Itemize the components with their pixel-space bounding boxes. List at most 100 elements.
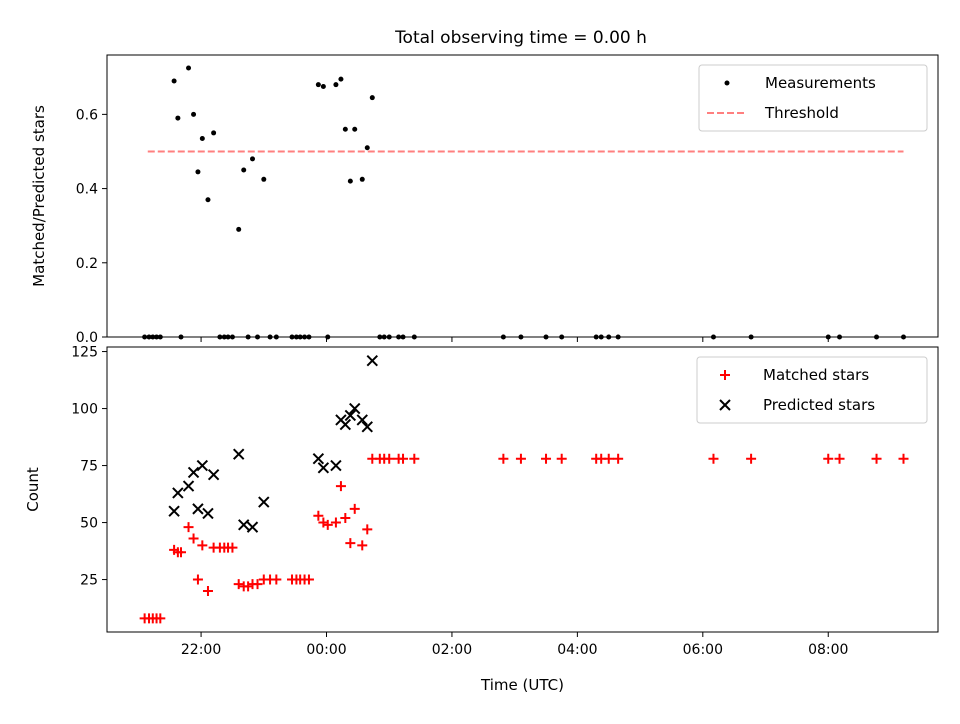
matched-stars-point (271, 574, 282, 585)
matched-stars-point (834, 453, 845, 464)
x-tick-label: 06:00 (683, 642, 723, 658)
x-axis-label: Time (UTC) (480, 676, 564, 694)
predicted-stars-point (330, 459, 342, 472)
predicted-stars-point (339, 418, 352, 431)
y-tick-label: 50 (80, 516, 98, 532)
matched-stars-point (188, 533, 199, 544)
matched-stars-point (322, 519, 333, 530)
matched-stars-point (708, 453, 719, 464)
measurement-point (171, 78, 177, 84)
y-axis-label: Matched/Predicted stars (30, 105, 48, 287)
predicted-stars-point (258, 496, 270, 508)
legend-label: Measurements (765, 74, 876, 92)
measurement-point (191, 111, 197, 117)
x-tick-label: 00:00 (306, 642, 346, 658)
matched-stars-point (318, 517, 329, 528)
predicted-stars-point (202, 507, 214, 520)
matched-stars-point (384, 453, 395, 464)
matched-stars-point (898, 453, 909, 464)
matched-stars-point (556, 453, 567, 464)
y-tick-label: 0.0 (76, 330, 98, 346)
predicted-stars-point (232, 448, 245, 460)
predicted-stars-point (192, 503, 204, 515)
matched-stars-point (197, 540, 208, 551)
measurement-point (369, 95, 375, 101)
x-tick-label: 02:00 (432, 642, 472, 658)
predicted-stars-point (366, 354, 379, 367)
legend-marker-plus (720, 370, 730, 380)
predicted-stars-point (361, 421, 373, 433)
predicted-stars-point (196, 459, 209, 472)
predicted-stars-point (317, 462, 330, 474)
predicted-stars-point (238, 519, 250, 531)
legend-marker-x (719, 399, 731, 411)
predicted-stars-point (207, 468, 220, 481)
measurement-point (186, 65, 192, 71)
matched-stars-point (409, 453, 420, 464)
predicted-stars-point (349, 402, 361, 415)
matched-stars-point (183, 522, 194, 533)
predicted-stars-point (246, 521, 259, 533)
measurement-point (352, 126, 358, 132)
matched-stars-point (603, 453, 614, 464)
matched-stars-point (192, 574, 203, 585)
predicted-stars-point (312, 453, 325, 465)
y-tick-label: 0.4 (76, 182, 98, 198)
matched-stars-point (340, 513, 351, 523)
measurement-point (250, 156, 256, 162)
predicted-stars-point (356, 414, 368, 426)
matched-stars-point (227, 542, 238, 553)
matched-stars-point (330, 517, 341, 528)
y-tick-label: 75 (80, 459, 98, 475)
legend-label: Threshold (764, 104, 839, 122)
axes-frame (106, 346, 939, 633)
y-axis-label: Count (24, 467, 42, 512)
legend-box (696, 356, 928, 424)
matched-stars-point (398, 453, 409, 464)
measurement-point (320, 84, 326, 90)
matched-stars-point (357, 540, 368, 551)
matched-stars-point (252, 579, 263, 590)
measurement-point (342, 126, 348, 132)
measurement-point (211, 130, 217, 136)
y-tick-label: 0.2 (76, 256, 98, 272)
matched-stars-point (233, 579, 244, 590)
matched-stars-point (176, 547, 187, 558)
x-tick-label: 04:00 (557, 642, 597, 658)
matched-stars-point (303, 574, 314, 585)
x-tick-label: 08:00 (808, 642, 848, 658)
matched-stars-point (746, 453, 757, 464)
measurement-point (261, 176, 267, 182)
matched-stars-point (202, 585, 213, 596)
measurement-point (195, 169, 201, 175)
top-panel: 0.0 0.2 0.4 0.6 Matched/Predicted stars Measu… (30, 54, 939, 346)
measurement-point (347, 178, 353, 184)
predicted-stars-point (172, 487, 184, 499)
matched-stars-point (541, 453, 552, 464)
matched-stars-point (362, 524, 373, 535)
predicted-stars-point (182, 480, 195, 492)
matched-stars-point (313, 510, 324, 521)
predicted-stars-point (168, 505, 180, 517)
measurement-point (175, 115, 181, 121)
legend-box (698, 64, 928, 132)
matched-stars-point (335, 481, 346, 492)
matched-stars-point (613, 453, 624, 464)
measurement-point (205, 197, 211, 203)
legend-marker-dot (724, 80, 730, 86)
measurement-point (241, 167, 247, 173)
measurement-point (338, 76, 344, 82)
measurement-point (364, 145, 370, 151)
matched-stars-point (155, 613, 166, 624)
matched-stars-point (243, 581, 254, 592)
y-tick-label: 25 (80, 573, 98, 589)
legend-label: Matched stars (763, 366, 869, 384)
measurement-point (315, 82, 321, 88)
matched-stars-point (823, 453, 834, 464)
measurement-point (359, 176, 365, 182)
y-tick-label: 100 (71, 402, 98, 418)
y-tick-label: 0.6 (76, 107, 98, 123)
chart-title: Total observing time = 0.00 h (394, 28, 647, 48)
axes-frame (106, 54, 939, 338)
